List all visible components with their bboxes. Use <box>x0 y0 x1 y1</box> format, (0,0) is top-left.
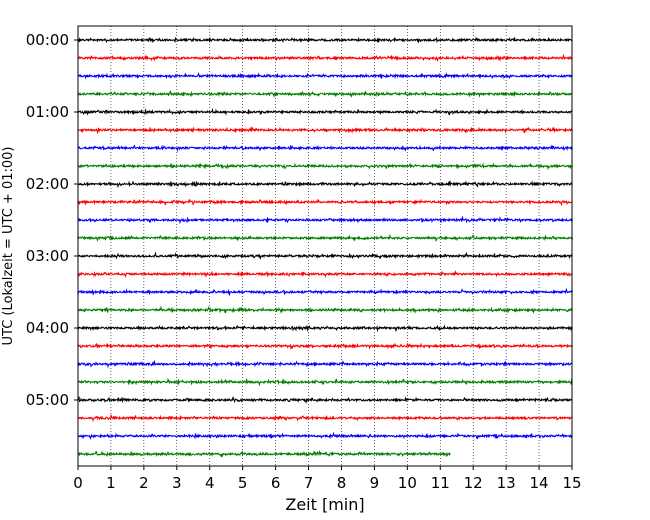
x-tick-label: 12 <box>464 474 483 492</box>
x-axis-label: Zeit [min] <box>285 495 364 514</box>
x-tick-label: 7 <box>304 474 314 492</box>
seismogram-trace <box>77 107 573 116</box>
x-tick-label: 9 <box>370 474 380 492</box>
seismogram-trace <box>77 305 573 315</box>
seismogram-trace <box>77 413 573 422</box>
seismogram-trace <box>77 449 451 458</box>
seismogram-trace <box>77 324 573 333</box>
seismogram-trace <box>77 144 573 153</box>
x-tick-label: 11 <box>431 474 450 492</box>
seismogram-trace <box>77 287 573 297</box>
seismogram-trace <box>77 162 574 171</box>
x-axis-ticks: 0 1 2 3 4 5 6 7 8 9 10 11 12 13 14 15 <box>73 466 582 492</box>
y-tick-label: 05:00 <box>26 391 69 409</box>
x-tick-label: 4 <box>205 474 215 492</box>
seismogram-trace <box>77 342 574 350</box>
plot-frame <box>77 25 573 467</box>
x-tick-label: 2 <box>139 474 149 492</box>
y-tick-label: 01:00 <box>26 103 69 121</box>
y-tick-label: 04:00 <box>26 319 69 337</box>
x-tick-label: 10 <box>398 474 417 492</box>
x-tick-label: 5 <box>238 474 248 492</box>
x-tick-label: 13 <box>497 474 516 492</box>
seismogram-trace <box>77 36 573 44</box>
y-tick-label: 00:00 <box>26 31 69 49</box>
y-tick-label: 02:00 <box>26 175 69 193</box>
seismogram-traces <box>77 36 574 458</box>
seismogram-trace <box>77 377 573 387</box>
y-axis-ticks: 00:00 01:00 02:00 03:00 04:00 05:00 <box>26 31 78 409</box>
seismogram-trace <box>77 53 573 62</box>
y-axis-label: UTC (Lokalzeit = UTC + 01:00) <box>1 147 16 346</box>
seismogram-trace <box>77 233 574 242</box>
seismogram-trace <box>77 180 573 189</box>
x-tick-label: 14 <box>530 474 549 492</box>
seismogram-trace <box>77 90 573 99</box>
seismogram-trace <box>77 431 573 440</box>
x-gridlines <box>110 26 540 466</box>
seismogram-trace <box>77 269 573 279</box>
seismogram-trace <box>77 396 573 405</box>
seismogram-trace <box>77 360 573 369</box>
x-tick-label: 15 <box>562 474 581 492</box>
seismogram-trace <box>77 198 573 207</box>
x-tick-label: 8 <box>337 474 347 492</box>
seismogram-trace <box>77 215 573 225</box>
x-tick-label: 1 <box>106 474 116 492</box>
seismogram-trace <box>77 126 573 135</box>
y-tick-label: 03:00 <box>26 247 69 265</box>
x-tick-label: 3 <box>172 474 182 492</box>
x-tick-label: 6 <box>271 474 281 492</box>
seismogram-trace <box>77 251 573 260</box>
seismogram-trace <box>77 72 573 80</box>
x-tick-label: 0 <box>73 474 83 492</box>
